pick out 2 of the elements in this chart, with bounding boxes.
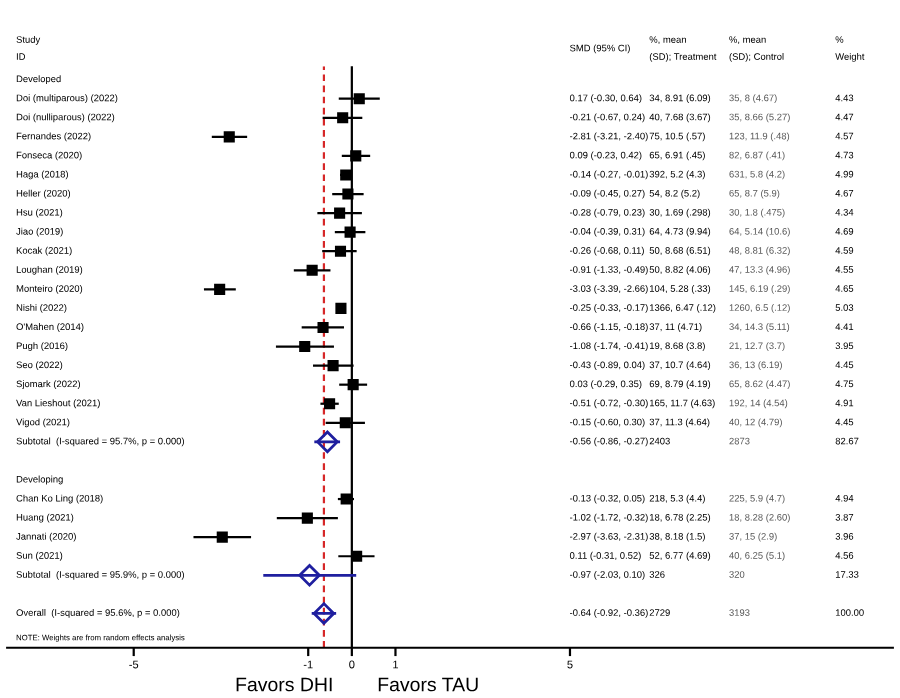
text: Favors TAU xyxy=(378,677,478,692)
text: Favors DHI xyxy=(236,677,332,692)
